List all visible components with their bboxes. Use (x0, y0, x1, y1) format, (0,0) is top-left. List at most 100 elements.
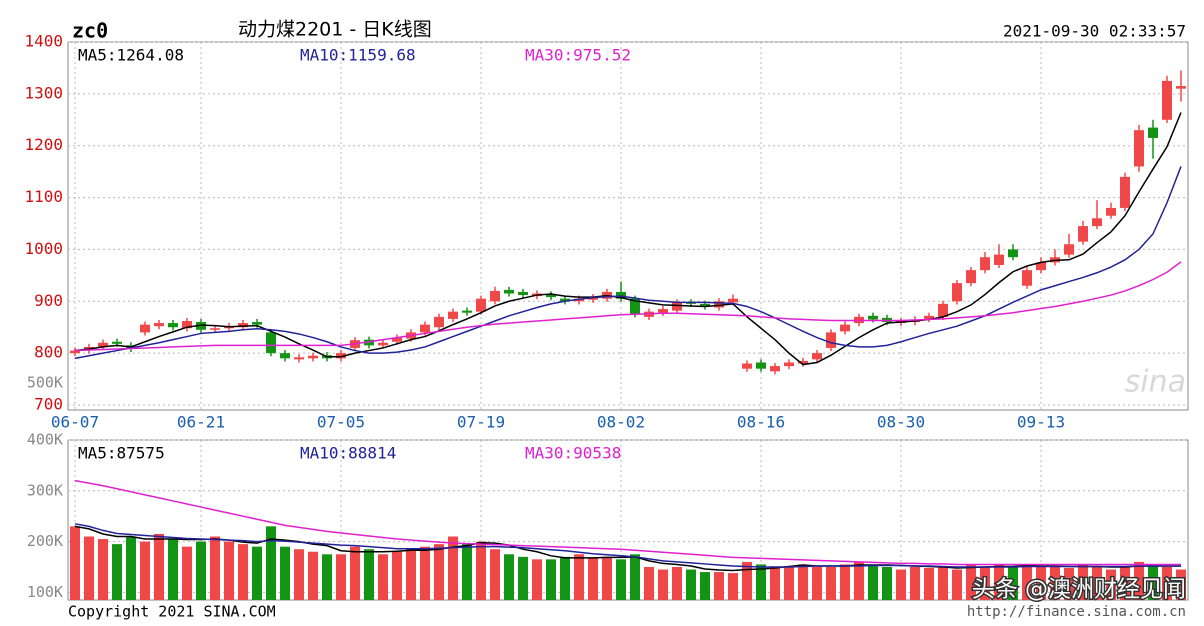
y-tick-label: 1400 (24, 32, 63, 51)
y-tick-label: 800 (34, 343, 63, 362)
volume-bar (238, 544, 248, 600)
candle-body (588, 297, 598, 300)
volume-bar (1008, 566, 1018, 600)
volume-bar (994, 564, 1004, 600)
ma-line (74, 112, 1182, 366)
candle-body (420, 324, 430, 333)
volume-bar (714, 572, 724, 600)
candle-body (840, 324, 850, 332)
candle-body (1162, 80, 1172, 120)
candle-body (1078, 226, 1088, 242)
y-tick-label: 900 (34, 291, 63, 310)
volume-bar (322, 554, 332, 600)
volume-tick-label: 200K (27, 532, 63, 550)
watermark: sina (1125, 365, 1186, 400)
volume-bar (476, 541, 486, 600)
candle-body (742, 363, 752, 369)
volume-bar (630, 554, 640, 600)
legend-entry: MA5:87575 (78, 444, 165, 463)
candle-body (868, 315, 878, 320)
volume-bar (812, 566, 822, 600)
candle-body (658, 309, 668, 313)
candle-body (700, 303, 710, 307)
volume-bar (364, 549, 374, 600)
timestamp: 2021-09-30 02:33:57 (1003, 22, 1186, 41)
volume-bar (266, 526, 276, 600)
volume-bar (112, 544, 122, 600)
volume-bar (336, 554, 346, 600)
candle-body (518, 291, 528, 296)
candle-body (98, 342, 108, 347)
volume-bar (938, 566, 948, 600)
volume-bar (392, 551, 402, 600)
volume-tick-label: 300K (27, 481, 63, 499)
volume-bar (686, 569, 696, 600)
volume-bar (616, 559, 626, 600)
volume-bar (1120, 566, 1130, 600)
volume-bar (728, 573, 738, 600)
volume-ma-line (74, 479, 1181, 566)
candle-body (280, 353, 290, 359)
candle-body (952, 283, 962, 302)
candle-body (812, 353, 822, 360)
volume-bar (518, 556, 528, 600)
candle-body (210, 328, 220, 330)
candle-body (1022, 270, 1032, 286)
volume-bar (854, 561, 864, 600)
volume-bar (826, 566, 836, 600)
candle-body (672, 302, 682, 311)
candle-body (546, 294, 556, 298)
volume-bar (1106, 569, 1116, 600)
candle-body (980, 257, 990, 271)
candle-body (154, 323, 164, 327)
candle-body (994, 254, 1004, 265)
candle-body (616, 291, 626, 299)
volume-bar (672, 566, 682, 600)
volume-bar (210, 536, 220, 600)
volume-bar (966, 564, 976, 600)
volume-bar (952, 569, 962, 600)
volume-bar (420, 546, 430, 600)
volume-bar (98, 539, 108, 600)
volume-bar (196, 541, 206, 600)
legend-entry: MA5:1264.08 (78, 46, 184, 65)
volume-bar (868, 564, 878, 600)
legend-entry: MA30:975.52 (525, 46, 631, 65)
x-tick-label: 09-13 (1017, 413, 1065, 432)
volume-bar (546, 559, 556, 600)
y-tick-label: 1100 (24, 187, 63, 206)
volume-ma-line (74, 523, 1181, 568)
y-tick-label: 1000 (24, 239, 63, 258)
candle-body (434, 316, 444, 328)
candle-body (714, 301, 724, 308)
volume-bar (308, 551, 318, 600)
candle-body (560, 298, 570, 302)
y-tick-label: 1200 (24, 135, 63, 154)
candle-body (196, 322, 206, 330)
volume-bar (448, 536, 458, 600)
volume-bar (182, 546, 192, 600)
candle-body (476, 298, 486, 312)
volume-bar (882, 566, 892, 600)
volume-bar (602, 556, 612, 600)
candle-body (308, 355, 318, 359)
chart-title: 动力煤2201 - 日K线图 (238, 19, 432, 41)
volume-bar (280, 546, 290, 600)
x-tick-label: 07-05 (317, 413, 365, 432)
volume-bar (910, 566, 920, 600)
candle-body (462, 310, 472, 313)
volume-bar (1078, 564, 1088, 600)
volume-bar (658, 569, 668, 600)
candle-body (826, 332, 836, 348)
volume-bar (462, 544, 472, 600)
volume-bar (504, 554, 514, 600)
x-tick-label: 06-07 (51, 413, 99, 432)
candle-body (1148, 127, 1158, 138)
volume-bar (84, 536, 94, 600)
volume-tick-label: 100K (27, 583, 63, 601)
volume-annotation: 500K (27, 374, 63, 392)
candle-body (252, 322, 262, 325)
volume-bar (140, 541, 150, 600)
volume-bar (784, 565, 794, 600)
volume-bar (490, 549, 500, 600)
